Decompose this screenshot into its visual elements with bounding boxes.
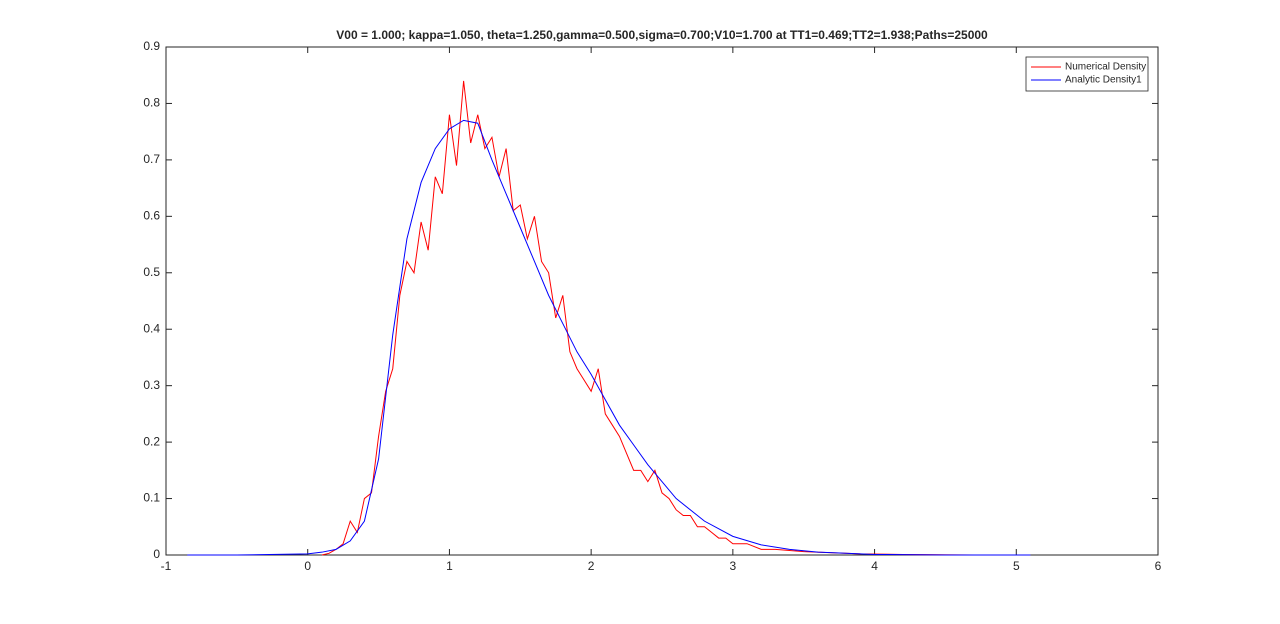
y-tick-label: 0.4 — [143, 321, 160, 335]
series-line — [187, 119, 1031, 556]
chart-title: V00 = 1.000; kappa=1.050, theta=1.250,ga… — [336, 28, 988, 42]
y-tick-label: 0.9 — [143, 39, 160, 53]
x-tick-label: 3 — [730, 559, 737, 573]
y-tick-label: 0.6 — [143, 209, 160, 223]
legend-label: Analytic Density1 — [1065, 75, 1142, 86]
y-tick-label: 0.1 — [143, 491, 160, 505]
y-tick-label: 0.5 — [143, 265, 160, 279]
plot-area — [165, 46, 1159, 556]
y-tick-label: 0.3 — [143, 378, 160, 392]
x-tick-label: 5 — [1013, 559, 1020, 573]
y-tick-label: 0.8 — [143, 96, 160, 110]
legend-box — [1025, 56, 1149, 92]
y-tick-label: 0.7 — [143, 152, 160, 166]
x-tick-label: 0 — [304, 559, 311, 573]
x-tick-label: 1 — [446, 559, 453, 573]
y-tick-label: 0 — [153, 547, 160, 561]
y-tick-label: 0.2 — [143, 434, 160, 448]
x-tick-label: 6 — [1155, 559, 1162, 573]
x-tick-label: -1 — [161, 559, 172, 573]
legend-label: Numerical Density — [1065, 62, 1146, 73]
x-tick-label: 4 — [871, 559, 878, 573]
x-tick-label: 2 — [588, 559, 595, 573]
series-line — [321, 80, 974, 556]
